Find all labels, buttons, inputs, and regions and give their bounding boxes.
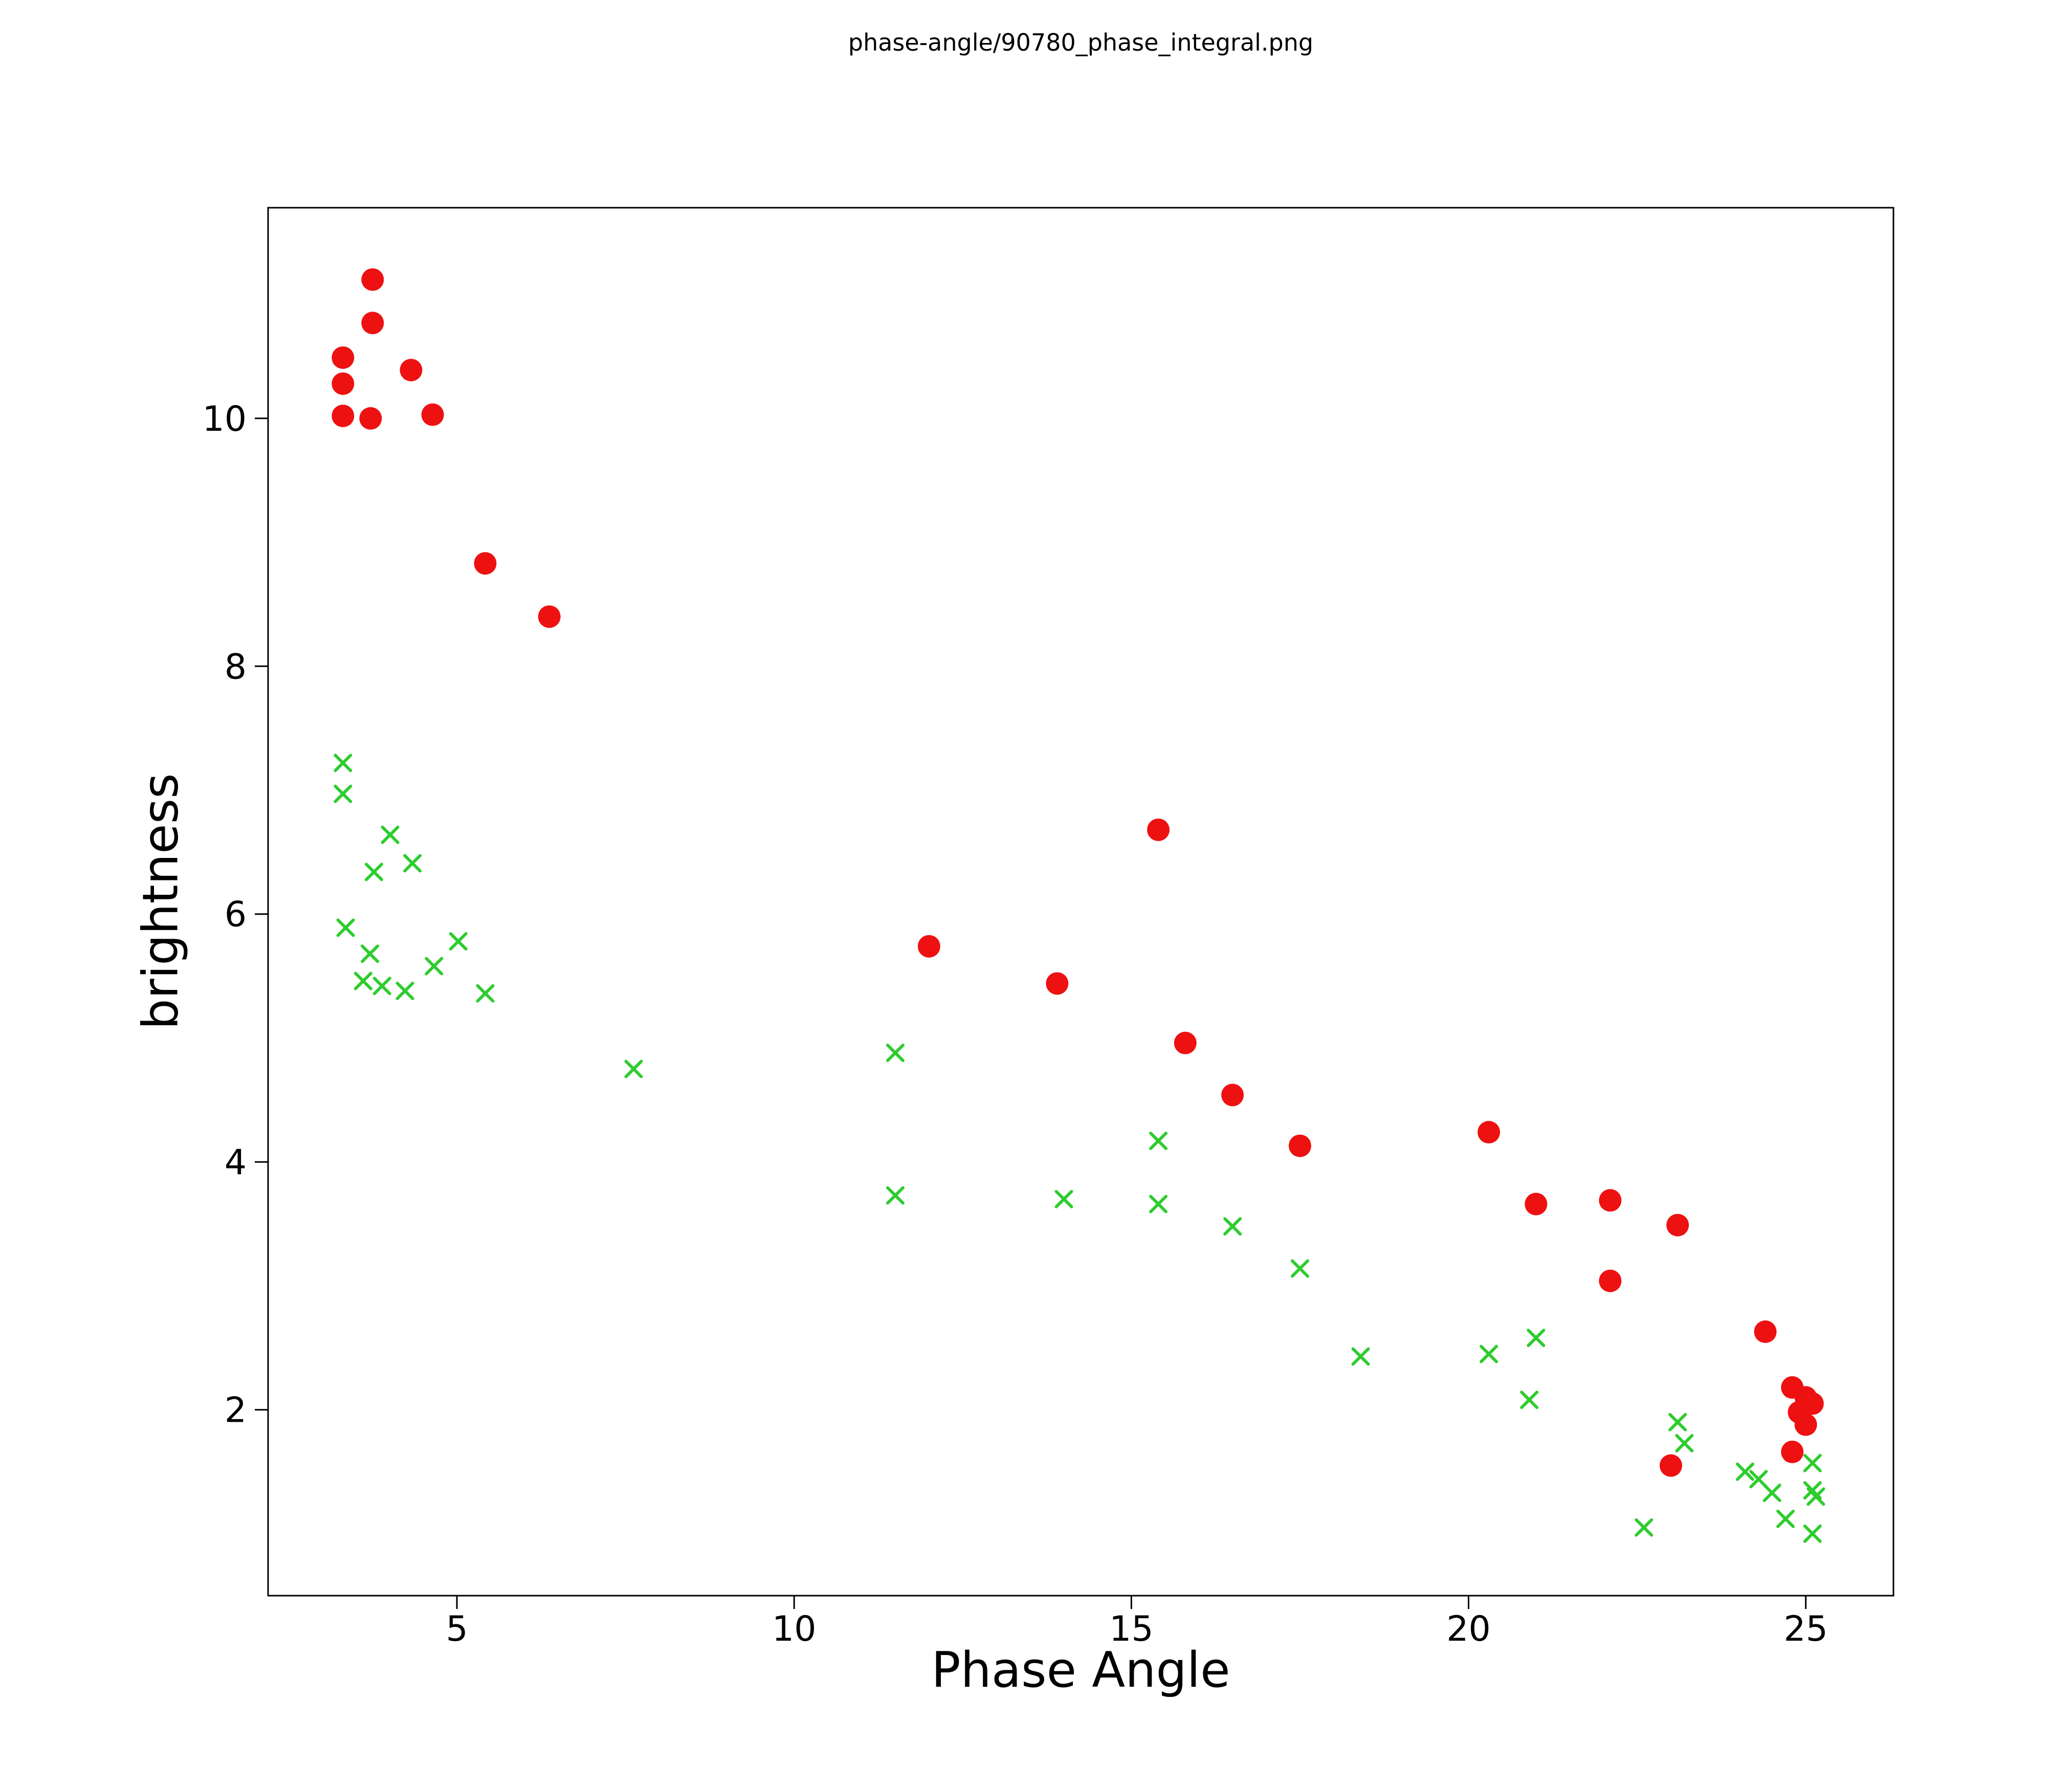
scatter-point-red_circles	[1801, 1392, 1824, 1415]
scatter-point-red_circles	[421, 403, 444, 426]
scatter-point-green_crosses	[1054, 1189, 1073, 1208]
scatter-point-red_circles	[1794, 1413, 1817, 1436]
scatter-point-green_crosses	[1520, 1391, 1539, 1409]
x-axis-label: Phase Angle	[931, 1642, 1230, 1698]
scatter-point-green_crosses	[1290, 1259, 1309, 1278]
scatter-point-red_circles	[538, 605, 561, 628]
scatter-point-green_crosses	[1149, 1132, 1168, 1151]
scatter-point-green_crosses	[1527, 1329, 1546, 1348]
scatter-point-red_circles	[332, 346, 355, 369]
scatter-point-red_circles	[400, 359, 423, 382]
x-tick-label: 5	[446, 1609, 468, 1649]
scatter-point-green_crosses	[1223, 1217, 1242, 1236]
x-tick-label: 15	[1109, 1609, 1154, 1649]
scatter-point-red_circles	[332, 372, 355, 395]
scatter-point-red_circles	[917, 935, 940, 958]
scatter-point-green_crosses	[1735, 1462, 1754, 1481]
scatter-point-green_crosses	[1803, 1453, 1822, 1472]
scatter-point-green_crosses	[449, 932, 468, 951]
scatter-point-green_crosses	[476, 984, 495, 1003]
scatter-point-green_crosses	[361, 944, 380, 963]
y-tick-label: 4	[225, 1142, 247, 1183]
scatter-point-green_crosses	[334, 754, 352, 773]
scatter-point-green_crosses	[1149, 1195, 1168, 1214]
scatter-point-red_circles	[1288, 1134, 1311, 1157]
scatter-point-green_crosses	[372, 977, 391, 996]
scatter-point-green_crosses	[364, 863, 383, 881]
scatter-point-green_crosses	[1762, 1483, 1781, 1502]
scatter-point-red_circles	[1525, 1193, 1548, 1216]
scatter-point-green_crosses	[334, 784, 352, 803]
x-tick-label: 25	[1783, 1609, 1828, 1649]
scatter-point-red_circles	[1599, 1189, 1622, 1212]
scatter-point-green_crosses	[425, 957, 444, 976]
scatter-point-green_crosses	[1635, 1518, 1654, 1537]
scatter-point-red_circles	[474, 552, 497, 575]
scatter-point-green_crosses	[886, 1044, 905, 1063]
x-tick-label: 20	[1446, 1609, 1491, 1649]
x-tick-label: 10	[772, 1609, 817, 1649]
scatter-point-green_crosses	[1776, 1509, 1795, 1528]
scatter-point-green_crosses	[1668, 1413, 1687, 1431]
scatter-point-red_circles	[1781, 1441, 1804, 1464]
y-tick-label: 8	[225, 647, 247, 687]
scatter-point-green_crosses	[381, 825, 400, 844]
scatter-point-red_circles	[1754, 1320, 1777, 1343]
scatter-point-red_circles	[1659, 1454, 1682, 1477]
scatter-point-green_crosses	[403, 854, 422, 873]
y-axis-label: brightness	[133, 773, 189, 1030]
scatter-point-green_crosses	[1675, 1434, 1694, 1453]
scatter-point-red_circles	[1221, 1084, 1244, 1107]
scatter-point-red_circles	[1599, 1269, 1622, 1292]
y-tick-label: 10	[202, 399, 247, 439]
scatter-point-green_crosses	[1803, 1524, 1822, 1543]
y-tick-label: 2	[225, 1391, 247, 1431]
scatter-point-green_crosses	[1806, 1487, 1825, 1506]
scatter-point-red_circles	[1174, 1031, 1197, 1054]
scatter-point-red_circles	[359, 407, 382, 430]
scatter-point-green_crosses	[395, 981, 414, 1000]
scatter-point-red_circles	[1666, 1214, 1689, 1237]
scatter-point-green_crosses	[336, 918, 355, 937]
scatter-point-red_circles	[361, 312, 384, 335]
scatter-point-red_circles	[1147, 819, 1170, 842]
y-tick-label: 6	[225, 895, 247, 935]
scatter-point-red_circles	[1046, 972, 1069, 995]
scatter-point-green_crosses	[1351, 1347, 1370, 1366]
scatter-point-red_circles	[332, 404, 355, 427]
plot-frame	[267, 207, 1894, 1597]
scatter-point-green_crosses	[886, 1186, 905, 1205]
scatter-point-red_circles	[361, 268, 384, 291]
scatter-point-green_crosses	[1480, 1344, 1498, 1363]
scatter-point-green_crosses	[354, 972, 372, 990]
scatter-point-green_crosses	[624, 1060, 643, 1078]
scatter-point-red_circles	[1478, 1121, 1501, 1144]
chart-title: phase-angle/90780_phase_integral.png	[848, 29, 1314, 56]
